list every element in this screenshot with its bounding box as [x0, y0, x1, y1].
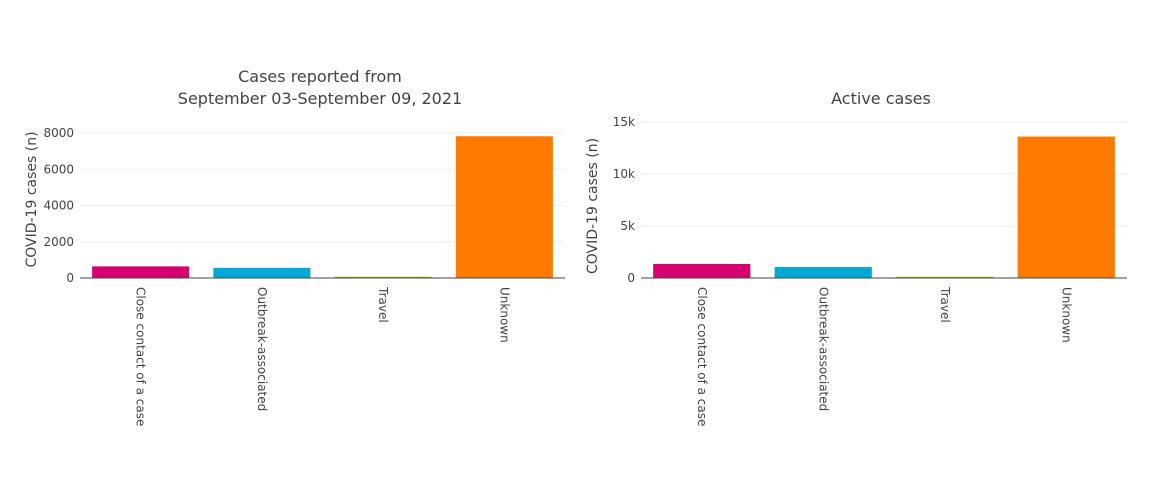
x-tick-label: Travel: [376, 286, 390, 323]
y-axis-title: COVID-19 cases (n): [24, 131, 40, 267]
y-tick-label: 2000: [43, 235, 74, 249]
y-tick-label: 8000: [43, 126, 74, 140]
x-tick-label: Close contact of a case: [695, 287, 709, 426]
bar[interactable]: [334, 276, 432, 278]
y-axis-title: COVID-19 cases (n): [585, 138, 601, 274]
bar[interactable]: [92, 266, 190, 278]
x-tick-label: Unknown: [497, 287, 511, 343]
chart-1: 0 2000 4000 6000 8000 Close contact of a case…: [24, 67, 565, 426]
y-tick-label: 6000: [43, 162, 74, 176]
y-tick-label: 15k: [613, 115, 635, 129]
bar[interactable]: [653, 263, 751, 278]
y-tick-label: 0: [627, 271, 635, 285]
x-tick-label: Unknown: [1059, 287, 1073, 343]
bar[interactable]: [213, 267, 311, 278]
bar[interactable]: [896, 276, 994, 278]
y-tick-label: 0: [66, 271, 74, 285]
y-tick-label: 4000: [43, 199, 74, 213]
chart-title: Cases reported from: [238, 67, 402, 86]
bar[interactable]: [455, 136, 553, 278]
y-tick-label: 5k: [620, 219, 635, 233]
y-tick-label: 10k: [613, 167, 635, 181]
chart-2: 0 5k 10k 15k Close contact of a case Outbreak…: [585, 89, 1127, 426]
chart-title: Active cases: [831, 89, 931, 108]
x-tick-label: Outbreak-associated: [255, 287, 269, 411]
x-tick-label: Outbreak-associated: [816, 287, 830, 411]
x-tick-label: Close contact of a case: [134, 287, 148, 426]
bar[interactable]: [774, 267, 872, 278]
bar[interactable]: [1017, 136, 1115, 278]
x-tick-label: Travel: [938, 286, 952, 323]
chart-title: September 03-September 09, 2021: [178, 89, 462, 108]
